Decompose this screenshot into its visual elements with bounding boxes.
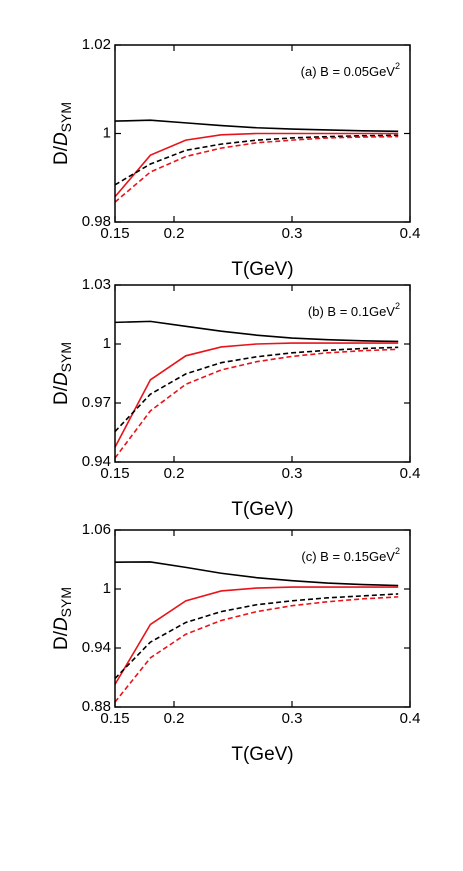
x-axis-label: T(GeV) bbox=[231, 744, 293, 765]
plot-frame bbox=[114, 529, 411, 708]
annotation-text: (c) B = 0.15GeV bbox=[301, 549, 395, 564]
y-axis-label-part: SYM bbox=[58, 342, 74, 372]
x-tick-label: 0.3 bbox=[282, 465, 303, 482]
data-line bbox=[114, 596, 399, 703]
x-tick-label: 0.15 bbox=[100, 710, 129, 727]
y-axis-label-part: SYM bbox=[58, 102, 74, 132]
y-axis-label-part: D/ bbox=[51, 630, 72, 650]
y-tick-label: 1.06 bbox=[82, 521, 111, 538]
y-tick-label: 0.94 bbox=[82, 639, 111, 656]
annotation-sup: 2 bbox=[395, 61, 400, 71]
x-tick-label: 0.2 bbox=[164, 710, 185, 727]
annotation-text: (a) B = 0.05GeV bbox=[301, 64, 396, 79]
x-axis-label: T(GeV) bbox=[231, 259, 293, 280]
x-tick-label: 0.3 bbox=[282, 225, 303, 242]
y-tick-label: 1 bbox=[103, 335, 111, 352]
y-tick-label: 1 bbox=[103, 124, 111, 141]
y-tick-label: 0.98 bbox=[82, 213, 111, 230]
annotation-text: (b) B = 0.1GeV bbox=[308, 304, 395, 319]
data-line bbox=[114, 132, 399, 198]
x-tick-label: 0.4 bbox=[400, 225, 421, 242]
data-line bbox=[114, 119, 399, 133]
x-tick-label: 0.2 bbox=[164, 465, 185, 482]
data-line bbox=[114, 346, 399, 433]
annotation-sup: 2 bbox=[395, 301, 400, 311]
y-axis-label-part: D bbox=[51, 132, 72, 146]
annotation: (a) B = 0.05GeV2 bbox=[301, 61, 400, 79]
y-tick-label: 1.03 bbox=[82, 276, 111, 293]
y-tick-label: 0.94 bbox=[82, 453, 111, 470]
x-tick-label: 0.4 bbox=[400, 710, 421, 727]
y-tick-label: 1.02 bbox=[82, 36, 111, 53]
x-tick-label: 0.2 bbox=[164, 225, 185, 242]
y-axis-label: D/DSYM bbox=[51, 342, 74, 405]
data-line bbox=[114, 586, 399, 685]
data-line bbox=[114, 593, 399, 680]
data-line bbox=[114, 135, 399, 203]
annotation: (c) B = 0.15GeV2 bbox=[301, 546, 400, 564]
data-line bbox=[114, 134, 399, 186]
x-tick-label: 0.15 bbox=[100, 465, 129, 482]
data-line bbox=[114, 320, 399, 343]
annotation: (b) B = 0.1GeV2 bbox=[308, 301, 400, 319]
x-axis-label: T(GeV) bbox=[231, 499, 293, 520]
x-tick-label: 0.15 bbox=[100, 225, 129, 242]
y-tick-label: 1 bbox=[103, 580, 111, 597]
y-axis-label-part: D bbox=[51, 372, 72, 386]
y-axis-label-part: D/ bbox=[51, 385, 72, 405]
y-axis-label-part: SYM bbox=[58, 587, 74, 617]
x-tick-label: 0.3 bbox=[282, 710, 303, 727]
y-axis-label: D/DSYM bbox=[51, 587, 74, 650]
plot-frame bbox=[114, 44, 411, 223]
data-line bbox=[114, 348, 399, 459]
y-axis-label-part: D bbox=[51, 617, 72, 631]
data-line bbox=[114, 342, 399, 448]
y-tick-label: 0.97 bbox=[82, 394, 111, 411]
y-axis-label: D/DSYM bbox=[51, 102, 74, 165]
data-line bbox=[114, 561, 399, 587]
plot-frame bbox=[114, 284, 411, 463]
x-tick-label: 0.4 bbox=[400, 465, 421, 482]
annotation-sup: 2 bbox=[395, 546, 400, 556]
y-axis-label-part: D/ bbox=[51, 145, 72, 165]
y-tick-label: 0.88 bbox=[82, 698, 111, 715]
